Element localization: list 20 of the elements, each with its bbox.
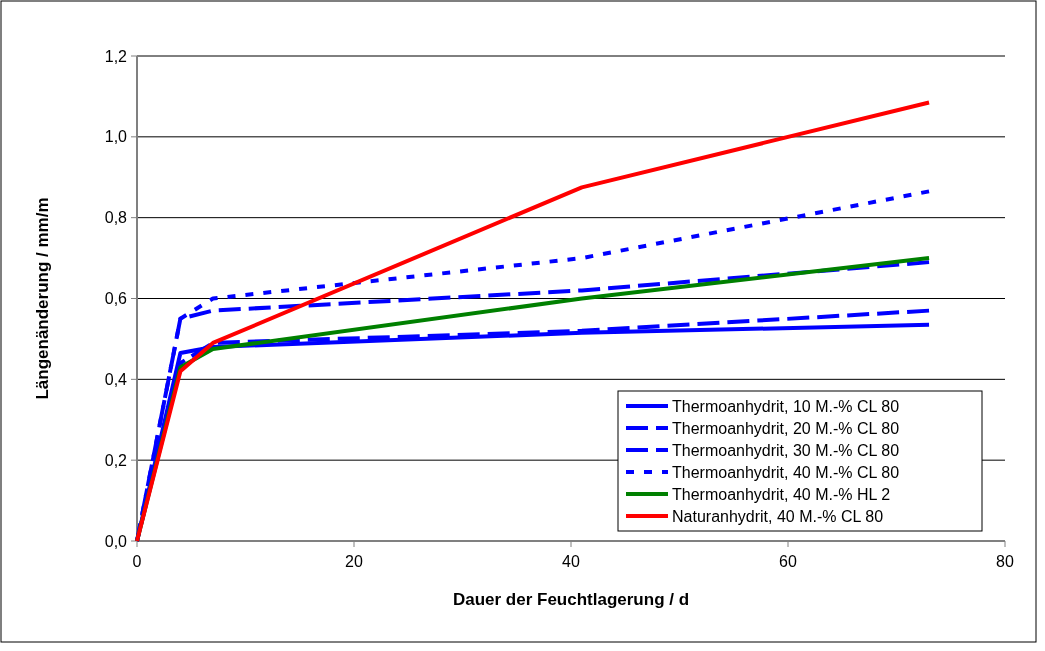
x-axis-title: Dauer der Feuchtlagerung / d: [452, 590, 690, 609]
y-axis-title: Längenänderung / mm/m: [33, 197, 52, 400]
x-tick-label: 40: [562, 553, 580, 570]
legend-label: Thermoanhydrit, 40 M.-% CL 80: [672, 463, 900, 481]
legend-label: Thermoanhydrit, 10 M.-% CL 80: [672, 397, 900, 415]
y-tick-label: 1,2: [104, 47, 128, 65]
y-tick-label: 0,8: [104, 209, 128, 227]
y-tick-label: 0,4: [104, 370, 128, 388]
legend-label: Thermoanhydrit, 40 M.-% HL 2: [672, 485, 891, 503]
y-tick-label: 0,0: [104, 532, 128, 550]
x-tick-label: 80: [996, 553, 1014, 570]
x-tick-label: 0: [132, 553, 142, 570]
legend-label: Naturanhydrit, 40 M.-% CL 80: [672, 507, 884, 525]
y-tick-label: 0,2: [104, 451, 128, 469]
legend-label: Thermoanhydrit, 30 M.-% CL 80: [672, 441, 900, 459]
x-tick-label: 60: [779, 553, 797, 570]
y-tick-label: 1,0: [104, 128, 128, 146]
legend-label: Thermoanhydrit, 20 M.-% CL 80: [672, 419, 900, 437]
x-tick-label: 20: [345, 553, 363, 570]
y-tick-label: 0,6: [104, 290, 128, 308]
